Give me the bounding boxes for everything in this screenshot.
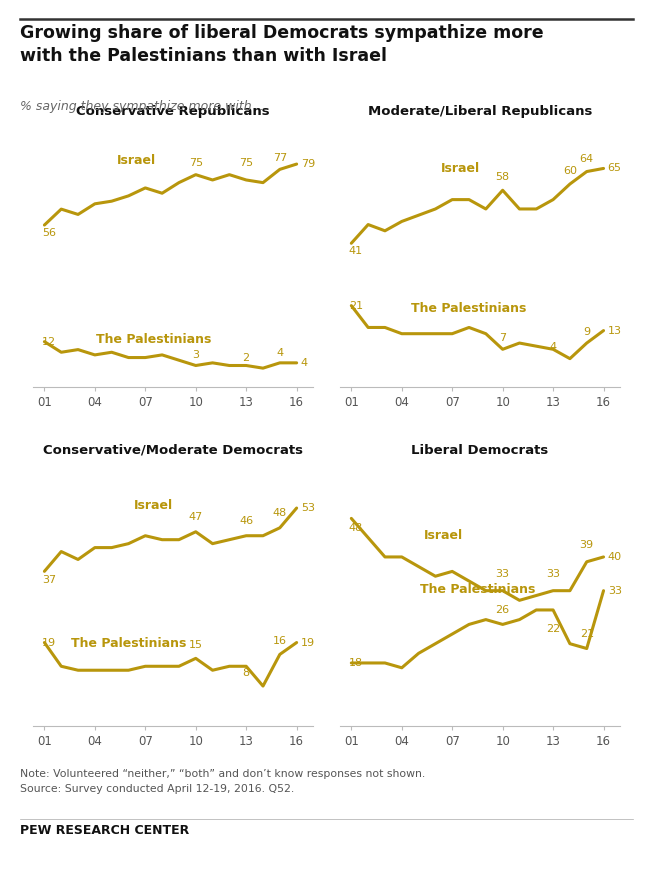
Text: 47: 47 [189,512,203,522]
Title: Conservative/Moderate Democrats: Conservative/Moderate Democrats [43,444,303,456]
Text: 3: 3 [192,350,199,360]
Text: 33: 33 [496,568,509,579]
Text: 19: 19 [301,638,315,647]
Text: PEW RESEARCH CENTER: PEW RESEARCH CENTER [20,824,189,837]
Text: 21: 21 [580,629,594,639]
Text: 64: 64 [580,154,594,163]
Text: 16: 16 [273,636,287,647]
Text: Note: Volunteered “neither,” “both” and don’t know responses not shown.: Note: Volunteered “neither,” “both” and … [20,769,425,779]
Text: The Palestinians: The Palestinians [96,333,212,346]
Text: 53: 53 [301,503,315,513]
Text: 56: 56 [42,228,56,238]
Text: 58: 58 [496,172,510,182]
Text: 41: 41 [349,247,363,256]
Text: 15: 15 [189,640,202,651]
Text: 26: 26 [496,605,510,614]
Text: The Palestinians: The Palestinians [420,582,535,595]
Text: 4: 4 [301,358,308,368]
Text: 19: 19 [42,638,56,647]
Text: 37: 37 [42,575,56,586]
Text: 18: 18 [349,658,363,668]
Text: 77: 77 [273,153,287,163]
Text: 4: 4 [550,342,556,353]
Title: Moderate/Liberal Republicans: Moderate/Liberal Republicans [368,105,592,117]
Text: 12: 12 [42,336,56,347]
Text: 33: 33 [608,586,622,595]
Text: 75: 75 [239,158,253,168]
Text: 75: 75 [189,158,203,168]
Text: 7: 7 [499,333,506,343]
Text: 9: 9 [583,327,590,337]
Text: Growing share of liberal Democrats sympathize more
with the Palestinians than wi: Growing share of liberal Democrats sympa… [20,24,543,65]
Text: 33: 33 [546,568,560,579]
Text: Israel: Israel [441,162,480,175]
Text: 60: 60 [563,166,577,176]
Text: 79: 79 [301,159,315,169]
Title: Liberal Democrats: Liberal Democrats [411,444,549,456]
Text: 4: 4 [276,348,283,357]
Text: 39: 39 [580,540,594,550]
Text: % saying they sympathize more with ...: % saying they sympathize more with ... [20,100,267,113]
Text: 21: 21 [349,301,363,310]
Title: Conservative Republicans: Conservative Republicans [76,105,270,117]
Text: 48: 48 [349,523,363,534]
Text: The Palestinians: The Palestinians [411,302,527,315]
Text: 40: 40 [608,552,622,562]
Text: 8: 8 [243,668,249,678]
Text: Israel: Israel [118,154,157,167]
Text: 22: 22 [546,624,560,634]
Text: 46: 46 [239,516,253,526]
Text: 65: 65 [608,163,622,174]
Text: Israel: Israel [424,529,464,542]
Text: 13: 13 [608,326,622,335]
Text: The Palestinians: The Palestinians [71,638,186,651]
Text: Source: Survey conducted April 12-19, 2016. Q52.: Source: Survey conducted April 12-19, 20… [20,784,294,794]
Text: 2: 2 [243,353,249,363]
Text: 48: 48 [273,507,287,518]
Text: Israel: Israel [134,499,173,512]
